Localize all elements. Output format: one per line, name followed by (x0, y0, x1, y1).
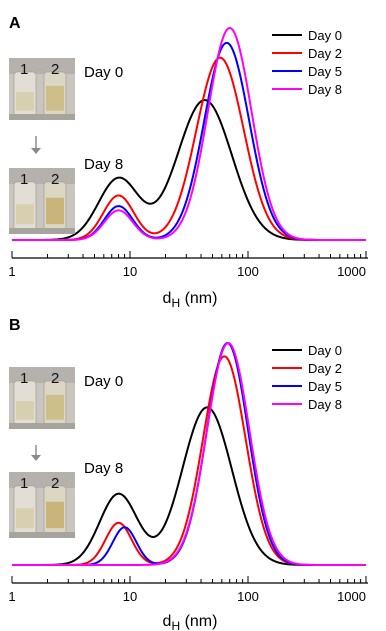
legend-label: Day 2 (308, 46, 342, 61)
vial-number: 2 (51, 475, 59, 492)
legend-label: Day 8 (308, 397, 342, 412)
x-tick-label: 1 (8, 264, 15, 279)
x-tick-label: 10 (123, 589, 137, 604)
x-axis-title: dH (nm) (163, 290, 218, 310)
legend-label: Day 2 (308, 361, 342, 376)
vial-2-liquid (46, 85, 64, 111)
legend-label: Day 0 (308, 343, 342, 358)
vial-1-liquid (16, 401, 34, 420)
x-tick-label: 1000 (337, 264, 366, 279)
legend: Day 0 Day 2 Day 5 Day 8 (272, 343, 342, 412)
vial-number: 2 (51, 370, 59, 387)
vial-1-liquid (16, 508, 34, 529)
legend-label: Day 5 (308, 379, 342, 394)
series-line-day-8 (12, 341, 366, 566)
down-arrow-head (31, 455, 41, 461)
x-tick-label: 100 (237, 589, 259, 604)
vial-2-liquid (46, 394, 64, 420)
vial-2-liquid (46, 501, 64, 529)
vial-1-liquid (16, 204, 34, 225)
photo-bottom-shade (9, 114, 75, 120)
legend: Day 0 Day 2 Day 5 Day 8 (272, 28, 342, 97)
legend-label: Day 8 (308, 82, 342, 97)
panel-letter: A (9, 15, 21, 32)
legend-label: Day 5 (308, 64, 342, 79)
photo-bottom-shade (9, 532, 75, 538)
photo-day-label: Day 0 (84, 64, 123, 81)
photo-bottom-shade (9, 228, 75, 234)
vial-number: 2 (51, 171, 59, 188)
x-tick-label: 1 (8, 589, 15, 604)
photo-top-shade (9, 58, 75, 74)
photo-top-shade (9, 168, 75, 184)
legend-label: Day 0 (308, 28, 342, 43)
x-axis-title: dH (nm) (163, 613, 218, 631)
x-tick-label: 100 (237, 264, 259, 279)
vial-2-liquid (46, 197, 64, 225)
photo-top-shade (9, 472, 75, 488)
vial-number: 1 (20, 370, 28, 387)
photo-day-label: Day 0 (84, 373, 123, 390)
photo-bottom-shade (9, 423, 75, 429)
vial-number: 2 (51, 61, 59, 78)
panel-letter: B (9, 317, 21, 334)
vial-number: 1 (20, 171, 28, 188)
photo-day-label: Day 8 (84, 460, 123, 477)
x-tick-label: 10 (123, 264, 137, 279)
series-line-day-8 (12, 27, 366, 241)
vial-number: 1 (20, 475, 28, 492)
vial-number: 1 (20, 61, 28, 78)
photo-day-label: Day 8 (84, 156, 123, 173)
vial-1-liquid (16, 92, 34, 111)
down-arrow-head (31, 148, 41, 154)
x-tick-label: 1000 (337, 589, 366, 604)
photo-top-shade (9, 367, 75, 383)
